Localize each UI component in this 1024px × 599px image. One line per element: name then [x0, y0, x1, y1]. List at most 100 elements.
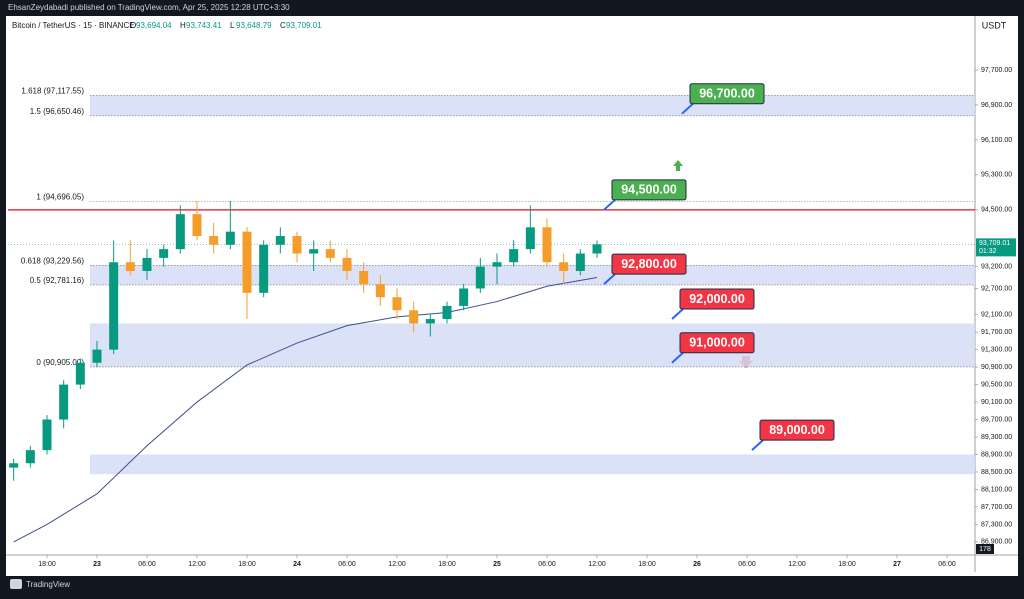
- x-tick-label: 12:00: [188, 561, 206, 568]
- ohlc-key: C: [280, 21, 286, 30]
- annotation-pointer: [671, 308, 684, 320]
- y-tick-label: 87,300.00: [981, 521, 1012, 528]
- annotation-pointer: [671, 352, 684, 364]
- ohlc-key: L: [230, 21, 235, 30]
- moving-average: [13, 277, 598, 543]
- x-tick-label: 25: [493, 561, 501, 568]
- x-tick-label: 26: [693, 561, 701, 568]
- candle-body: [25, 450, 35, 464]
- ohlc-value: 93,648.79: [236, 21, 272, 30]
- zone: [90, 323, 975, 367]
- candle-body: [225, 231, 235, 245]
- y-tick-label: 96,100.00: [981, 137, 1012, 144]
- zone: [90, 95, 975, 116]
- candle-body: [109, 262, 119, 350]
- candle-body: [342, 257, 352, 271]
- x-tick-label: 18:00: [238, 561, 256, 568]
- candle-body: [375, 284, 385, 298]
- x-tick-label: 18:00: [38, 561, 56, 568]
- y-tick-label: 89,300.00: [981, 434, 1012, 441]
- candle-body: [409, 310, 419, 324]
- last-price-label: 93,709.01: [979, 240, 1010, 247]
- ohlc-value: 93,694.04: [136, 21, 172, 30]
- annotation-label: 91,000.00: [689, 336, 745, 350]
- annotation-pointer: [603, 273, 616, 285]
- y-tick-label: 88,100.00: [981, 486, 1012, 493]
- candle-body: [392, 297, 402, 311]
- candle-body: [92, 349, 102, 363]
- candle-body: [475, 266, 485, 289]
- x-tick-label: 12:00: [588, 561, 606, 568]
- y-tick-label: 87,700.00: [981, 504, 1012, 511]
- candle-body: [175, 214, 185, 250]
- x-tick-label: 06:00: [338, 561, 356, 568]
- x-tick-label: 27: [893, 561, 901, 568]
- candle-body: [75, 362, 85, 385]
- y-tick-label: 92,700.00: [981, 285, 1012, 292]
- fib-label: 0.618 (93,229.56): [21, 256, 84, 265]
- ohlc-key: H: [180, 21, 186, 30]
- zone: [90, 454, 975, 475]
- candle-body: [42, 419, 52, 451]
- ohlc-value: 93,743.41: [186, 21, 222, 30]
- published-line: EhsanZeydabadi published on TradingView.…: [8, 3, 290, 12]
- x-tick-label: 06:00: [538, 561, 556, 568]
- y-tick-label: 90,100.00: [981, 399, 1012, 406]
- currency: USDT: [982, 20, 1007, 30]
- annotation-box: [689, 83, 765, 105]
- y-tick-label: 96,900.00: [981, 102, 1012, 109]
- y-tick-label: 86,900.00: [981, 539, 1012, 546]
- brand: TradingView: [26, 580, 70, 589]
- volume-label: 178: [979, 546, 991, 553]
- candle-body: [259, 244, 269, 293]
- x-tick-label: 12:00: [388, 561, 406, 568]
- candle-body: [542, 227, 552, 263]
- candle-body: [142, 257, 152, 271]
- annotation-box: [611, 253, 687, 275]
- fib-label: 0 (90,905.00): [36, 358, 84, 367]
- candle-body: [209, 236, 219, 245]
- candle-body: [575, 253, 585, 271]
- annotation-label: 96,700.00: [699, 86, 755, 100]
- y-tick-label: 88,900.00: [981, 451, 1012, 458]
- candle-body: [309, 249, 319, 254]
- x-tick-label: 18:00: [438, 561, 456, 568]
- annotation-pointer: [681, 102, 694, 115]
- candle-body: [525, 227, 535, 250]
- annotation-pointer: [751, 439, 764, 451]
- brand-logo: [10, 579, 22, 589]
- x-tick-label: 06:00: [738, 561, 756, 568]
- x-tick-label: 18:00: [638, 561, 656, 568]
- y-tick-label: 91,300.00: [981, 346, 1012, 353]
- candle-body: [509, 249, 519, 263]
- last-price-tag: [976, 238, 1016, 257]
- y-tick-label: 94,500.00: [981, 207, 1012, 214]
- annotation-box: [759, 419, 835, 441]
- fib-label: 0.5 (92,781.16): [30, 276, 85, 285]
- candle-body: [442, 305, 452, 320]
- fib-label: 1.5 (96,650.46): [30, 107, 85, 116]
- zone: [90, 265, 975, 285]
- candle-body: [192, 214, 202, 237]
- ohlc-value: 93,709.01: [286, 21, 322, 30]
- candle-body: [492, 262, 502, 267]
- y-tick-label: 90,500.00: [981, 381, 1012, 388]
- candle-body: [459, 288, 469, 306]
- annotation-box: [679, 332, 755, 354]
- x-tick-label: 06:00: [138, 561, 156, 568]
- y-tick-label: 89,700.00: [981, 416, 1012, 423]
- x-tick-label: 06:00: [938, 561, 956, 568]
- countdown: 01:32: [979, 248, 997, 255]
- candle-body: [359, 270, 369, 285]
- symbol: Bitcoin / TetherUS · 15 · BINANCE: [12, 21, 135, 30]
- annotation-label: 92,800.00: [621, 257, 677, 271]
- fib-label: 1.618 (97,117.55): [21, 87, 84, 96]
- volume-tag: [976, 544, 994, 554]
- arrow-up: [673, 160, 683, 171]
- ohlc-key: O: [130, 21, 136, 30]
- x-tick-label: 24: [293, 561, 301, 568]
- candle-body: [559, 262, 569, 271]
- candle-body: [275, 236, 285, 245]
- x-tick-label: 12:00: [788, 561, 806, 568]
